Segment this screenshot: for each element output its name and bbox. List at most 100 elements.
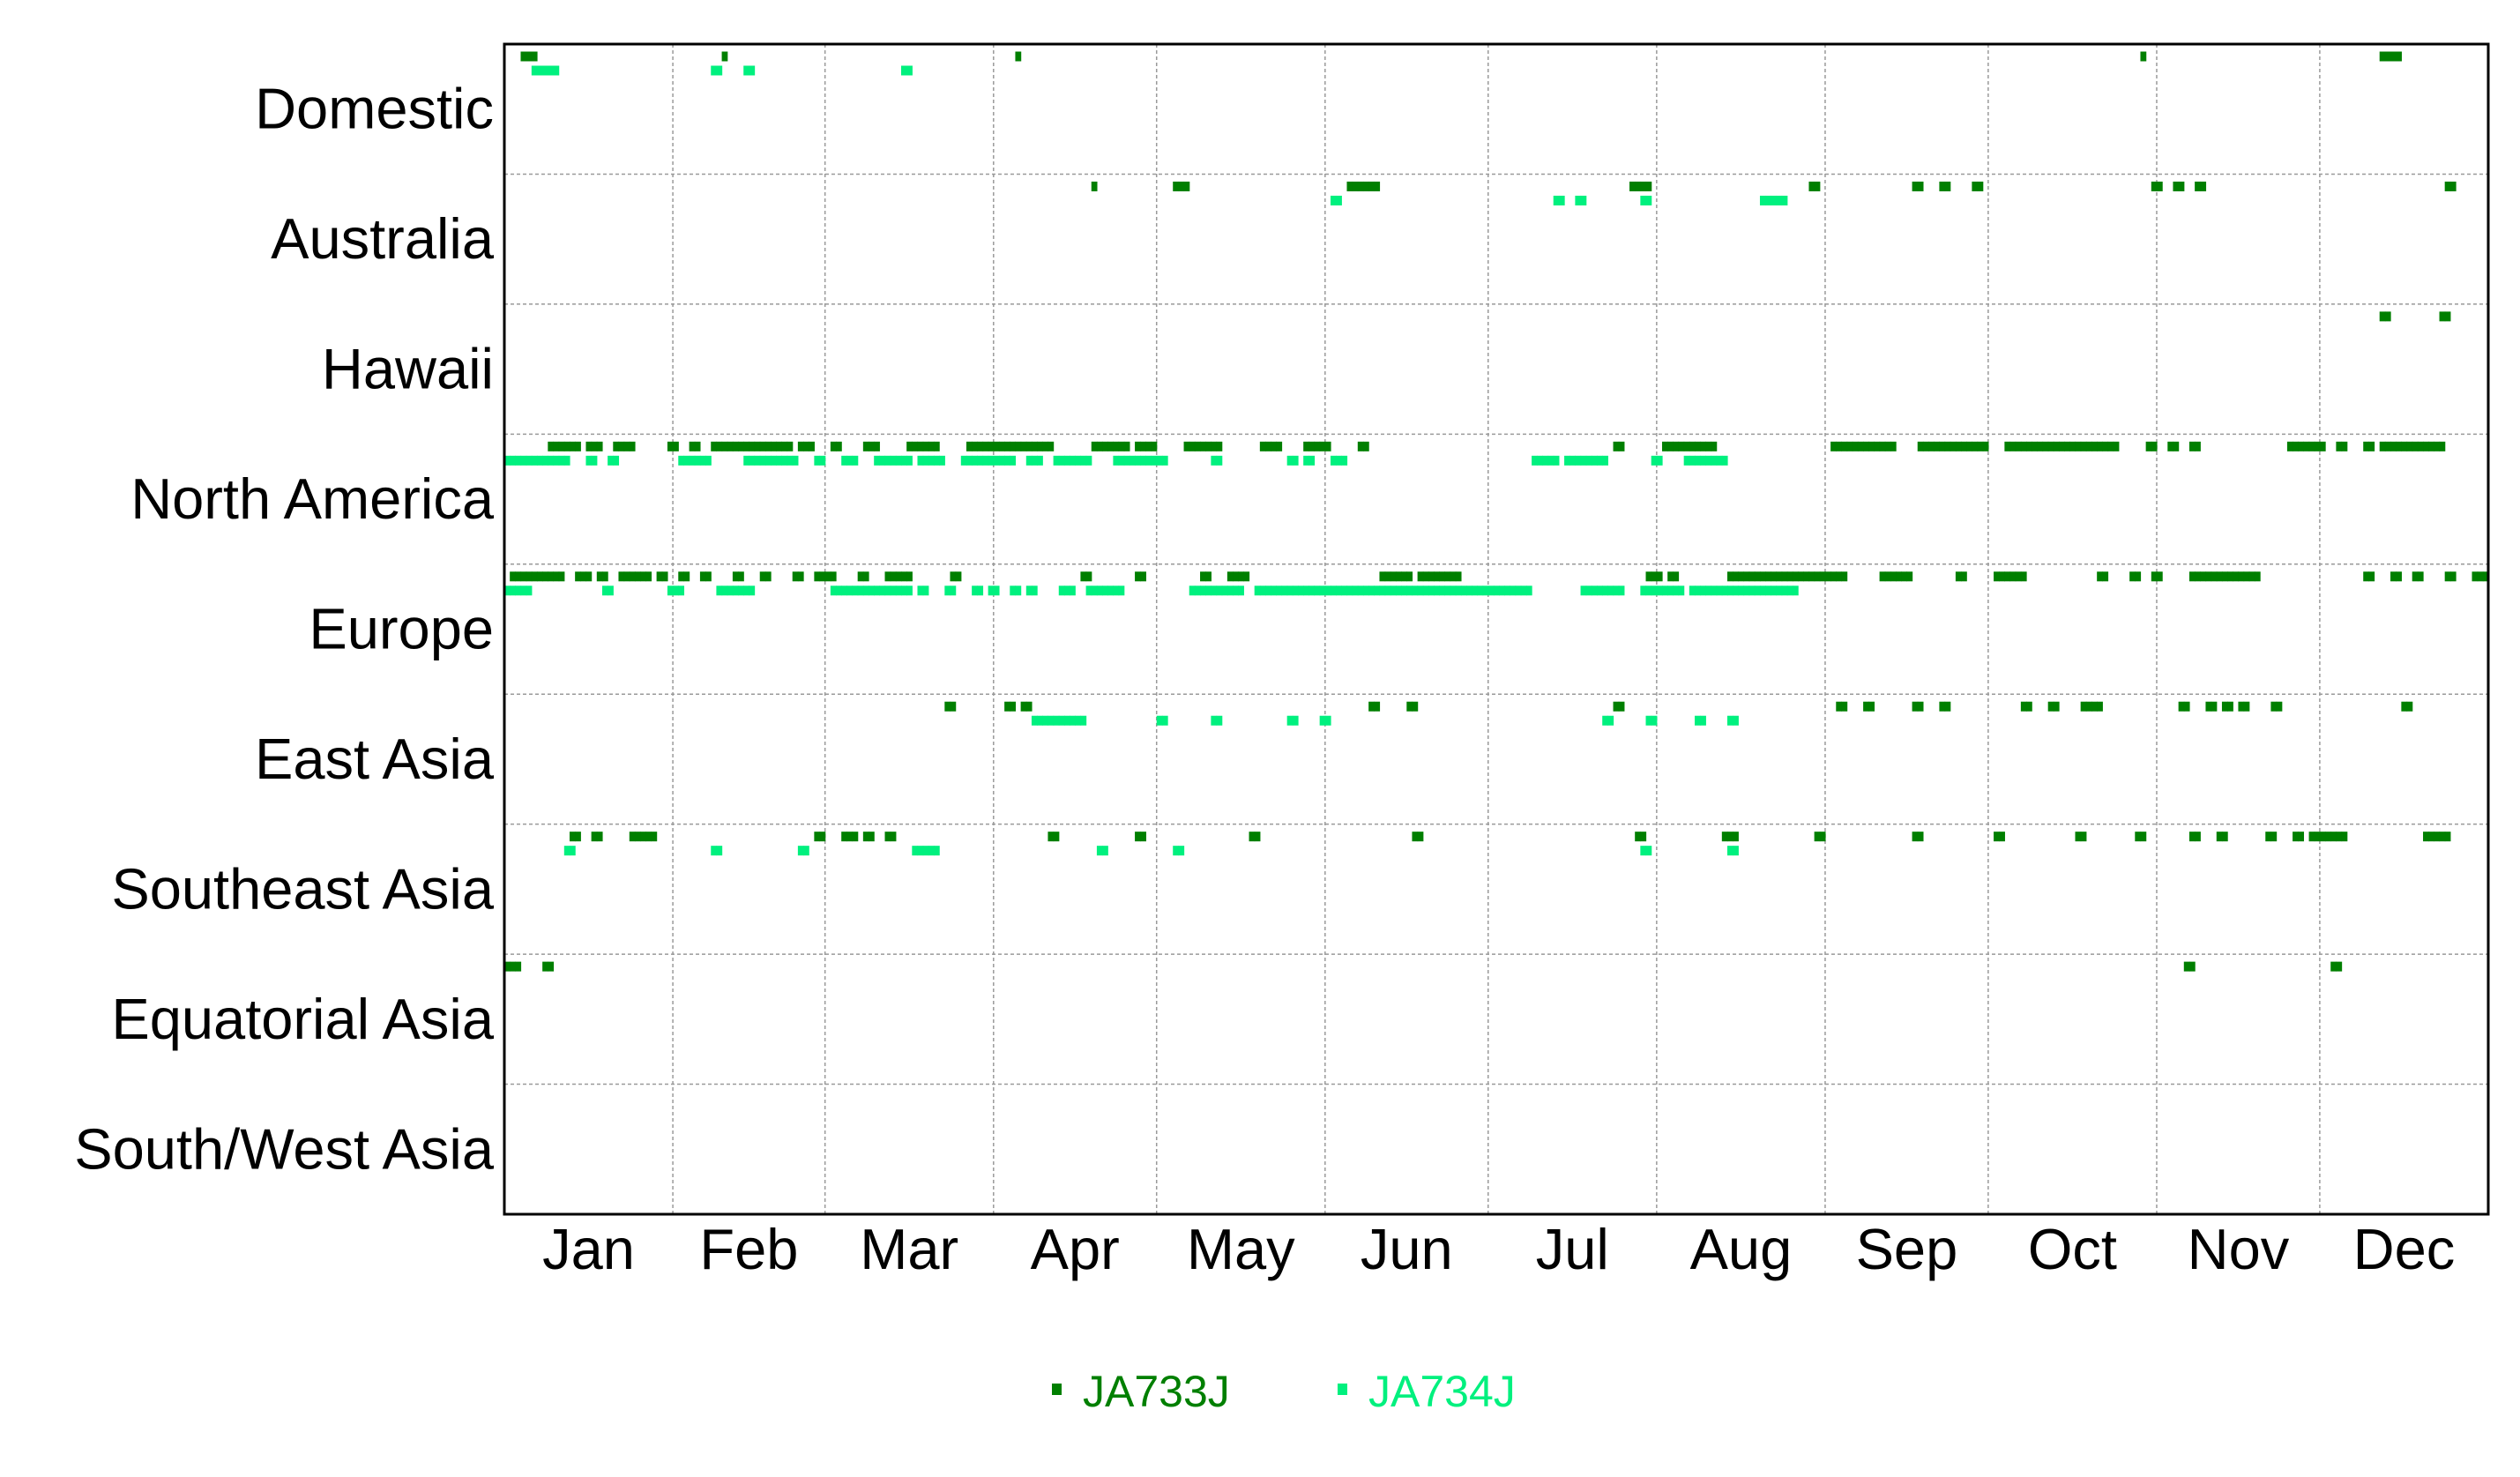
- data-point: [1080, 571, 1087, 582]
- data-point: [857, 571, 864, 582]
- data-point: [1010, 701, 1017, 712]
- data-point: [1362, 441, 1369, 451]
- data-point: [1520, 586, 1527, 596]
- data-point: [1020, 441, 1027, 451]
- data-point: [1629, 181, 1636, 191]
- data-point: [2004, 441, 2011, 451]
- data-point: [1966, 441, 1972, 451]
- data-point: [1645, 571, 1652, 582]
- data-point: [520, 51, 527, 62]
- data-point: [1151, 455, 1158, 466]
- data-point: [585, 455, 593, 466]
- data-point: [1585, 586, 1592, 596]
- data-point: [857, 586, 864, 596]
- data-point: [797, 571, 804, 582]
- data-point: [1015, 51, 1022, 62]
- data-point: [1711, 441, 1718, 451]
- data-point: [504, 455, 511, 466]
- data-point: [1254, 586, 1261, 596]
- data-point: [2064, 441, 2070, 451]
- data-point: [917, 586, 924, 596]
- data-point: [2336, 961, 2343, 972]
- data-point: [2042, 441, 2049, 451]
- data-point: [2336, 832, 2343, 842]
- data-point: [1662, 441, 1668, 451]
- data-point: [1292, 586, 1299, 596]
- data-point: [1759, 195, 1766, 205]
- data-point: [1265, 441, 1271, 451]
- data-point: [2020, 571, 2027, 582]
- data-point: [2325, 832, 2331, 842]
- data-point: [1716, 455, 1723, 466]
- data-point: [542, 571, 548, 582]
- data-point: [841, 832, 847, 842]
- data-point: [716, 586, 723, 596]
- data-point: [1336, 586, 1342, 596]
- data-point: [819, 571, 826, 582]
- data-point: [1547, 455, 1554, 466]
- data-point: [721, 586, 728, 596]
- data-point: [1917, 832, 1924, 842]
- data-point: [1422, 586, 1429, 596]
- data-point: [2178, 181, 2185, 191]
- data-point: [536, 65, 543, 76]
- data-point: [1406, 571, 1413, 582]
- data-point: [2107, 441, 2114, 451]
- data-point: [732, 441, 739, 451]
- data-point: [1194, 586, 1201, 596]
- data-point: [2102, 571, 2109, 582]
- data-point: [749, 441, 756, 451]
- data-point: [819, 455, 826, 466]
- data-point: [1705, 586, 1712, 596]
- data-point: [754, 441, 761, 451]
- data-point: [1173, 846, 1179, 856]
- data-point: [1613, 441, 1620, 451]
- data-point: [2428, 441, 2434, 451]
- data-point: [1994, 571, 2000, 582]
- data-point: [836, 586, 842, 596]
- data-point: [906, 455, 913, 466]
- data-point: [944, 701, 951, 712]
- data-point: [1238, 586, 1244, 596]
- data-point: [1852, 441, 1859, 451]
- data-point: [824, 571, 831, 582]
- data-point: [771, 441, 777, 451]
- data-point: [1961, 571, 1967, 582]
- data-point: [1656, 586, 1663, 596]
- data-point: [1226, 586, 1234, 596]
- data-point: [1635, 181, 1641, 191]
- data-point: [869, 441, 875, 451]
- data-point: [1558, 195, 1565, 205]
- data-point: [1303, 455, 1309, 466]
- data-point: [1738, 571, 1745, 582]
- data-point: [1651, 455, 1658, 466]
- data-point: [596, 441, 603, 451]
- data-point: [585, 571, 593, 582]
- data-point: [1211, 715, 1218, 726]
- data-point: [1249, 832, 1256, 842]
- data-point: [531, 65, 538, 76]
- data-point: [1341, 455, 1348, 466]
- data-point: [1999, 571, 2005, 582]
- data-point: [1010, 441, 1017, 451]
- data-point: [1303, 441, 1309, 451]
- data-point: [2276, 701, 2283, 712]
- data-point: [1585, 455, 1592, 466]
- data-point: [1085, 586, 1092, 596]
- data-point: [928, 455, 935, 466]
- data-point: [1352, 181, 1359, 191]
- data-point: [1042, 441, 1049, 451]
- data-point: [966, 455, 973, 466]
- data-point: [2009, 441, 2017, 451]
- data-point: [1890, 441, 1897, 451]
- data-point: [563, 846, 570, 856]
- data-point: [2423, 441, 2429, 451]
- data-point: [1243, 571, 1250, 582]
- data-point: [2298, 441, 2305, 451]
- data-point: [2075, 832, 2082, 842]
- data-point: [2140, 51, 2147, 62]
- data-point: [1667, 571, 1674, 582]
- data-point: [553, 65, 560, 76]
- data-point: [2308, 441, 2315, 451]
- data-point: [1487, 586, 1495, 596]
